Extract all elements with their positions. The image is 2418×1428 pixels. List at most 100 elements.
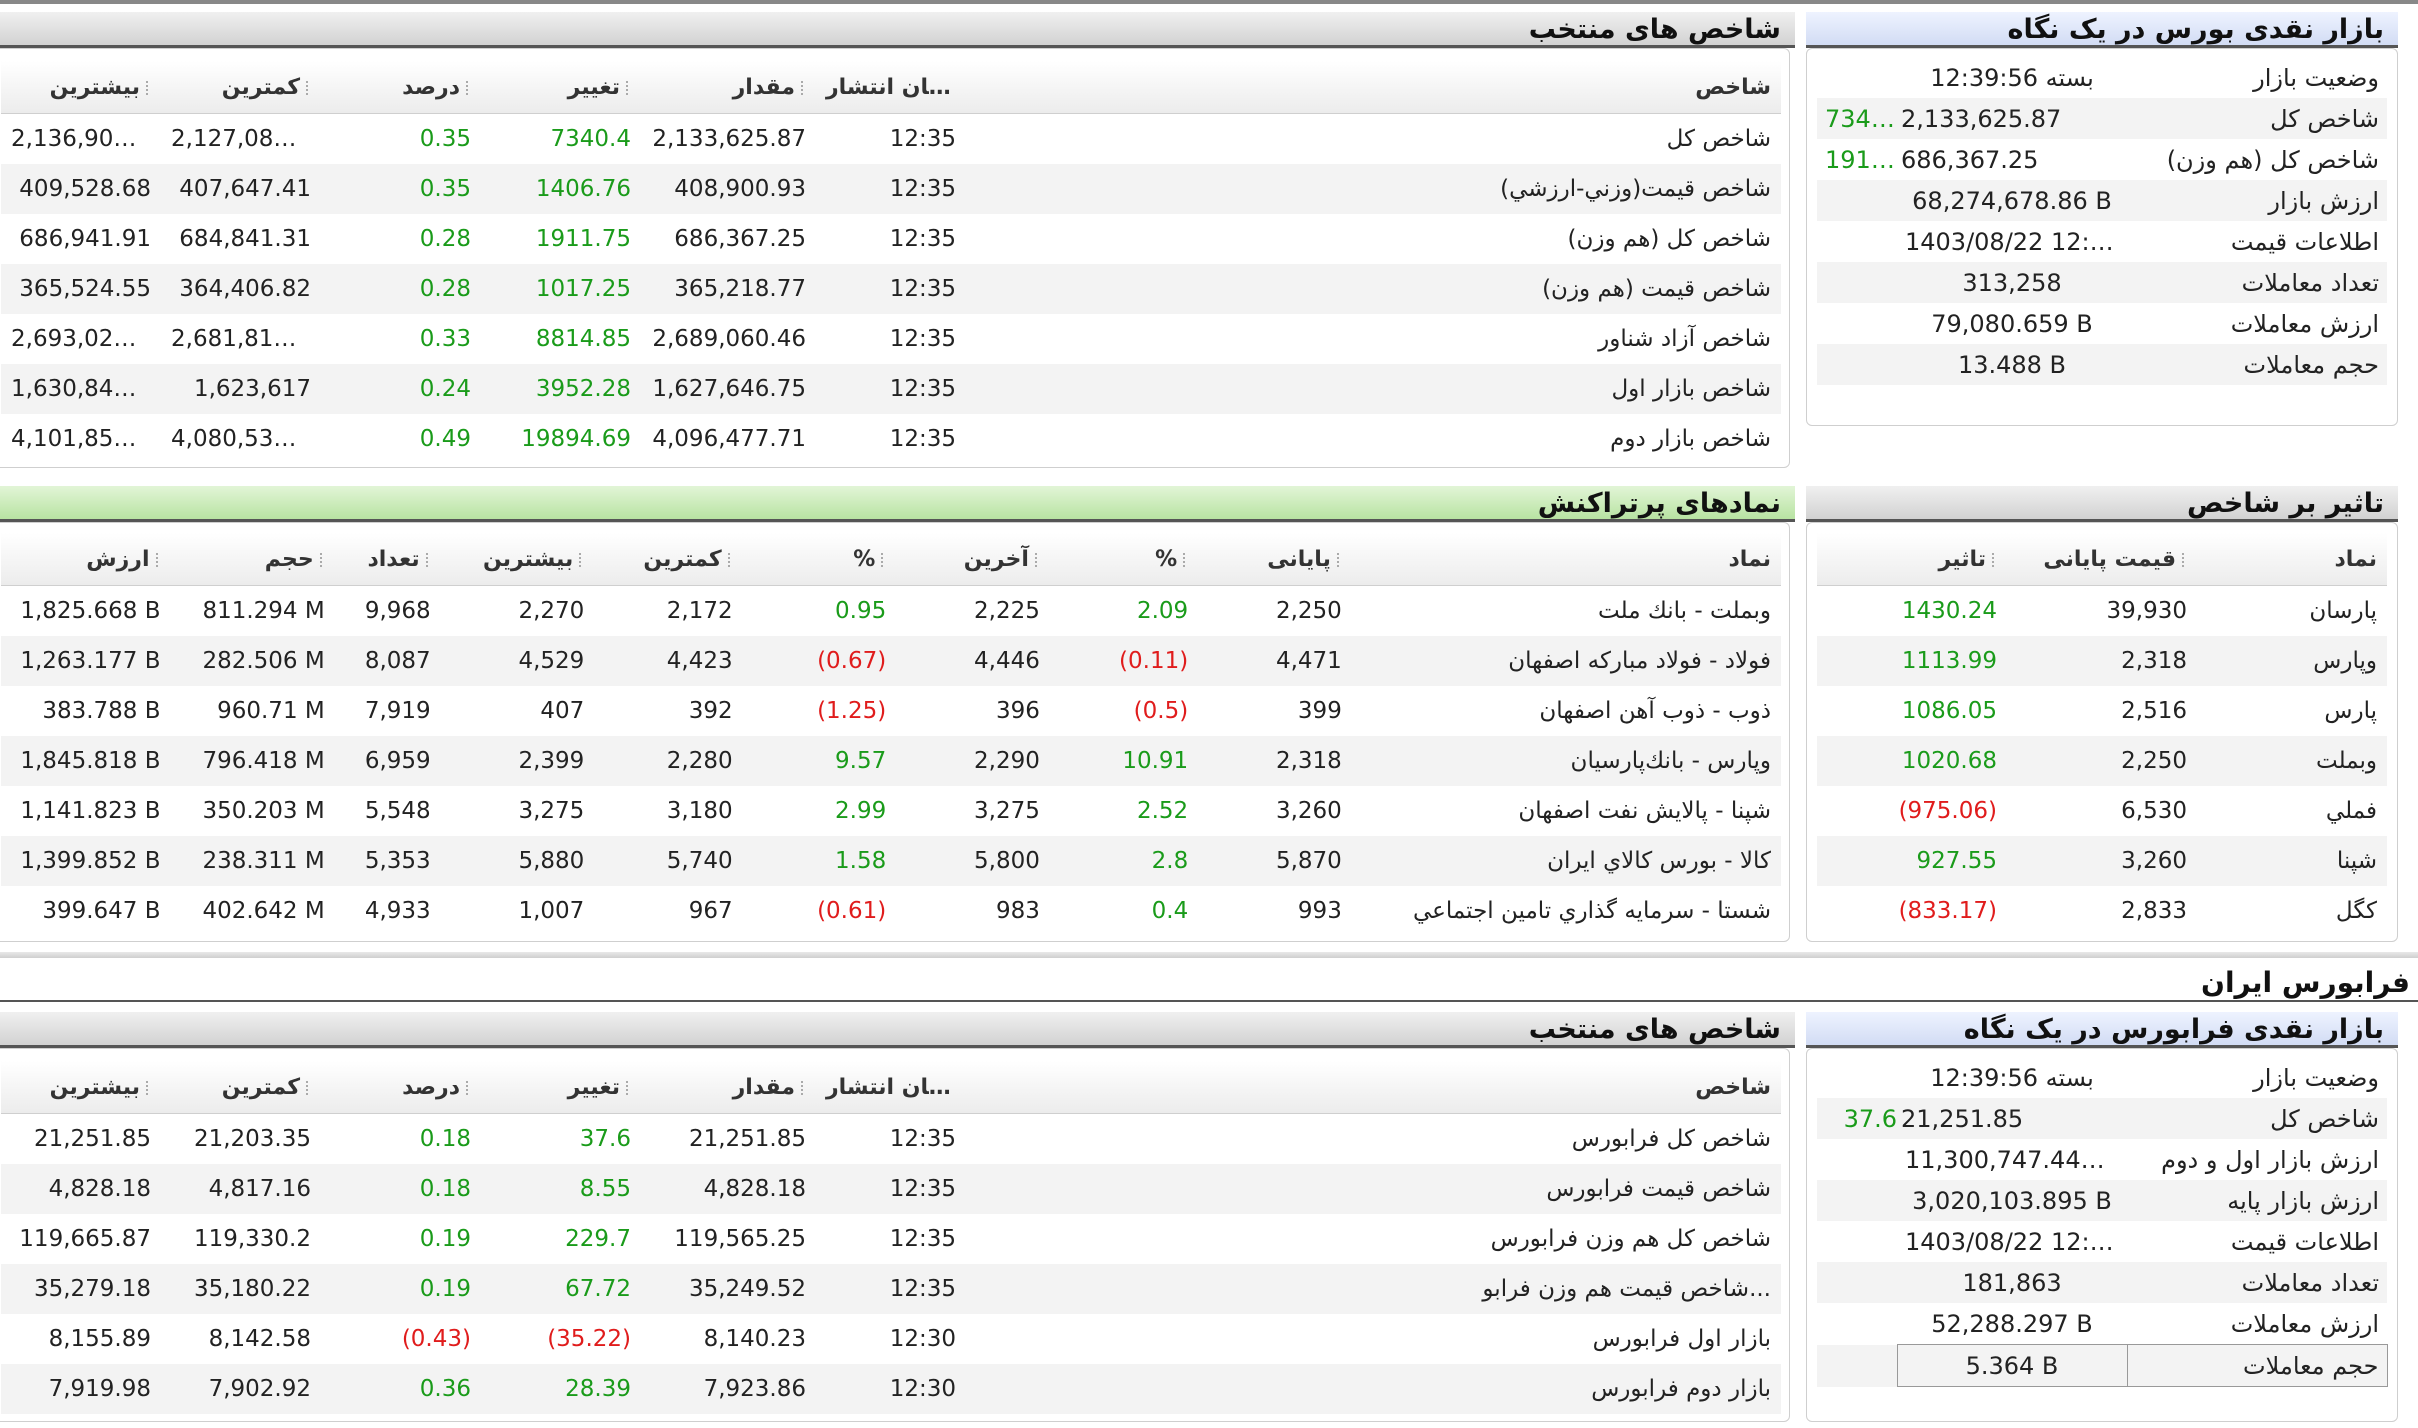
column-resize-handle[interactable] — [425, 552, 431, 567]
column-header[interactable]: کمترین — [161, 61, 321, 114]
column-resize-handle[interactable] — [306, 80, 311, 95]
cell-min: 119,330.2 — [193, 1226, 311, 1252]
column-header[interactable]: شاخص — [966, 1061, 1781, 1114]
column-header[interactable]: تعداد — [334, 533, 441, 586]
index-row[interactable]: 119,665.87 119,330.2 0.19 229.7 119,565.25 12… — [1, 1214, 1781, 1264]
impact-row[interactable]: 927.55 3,260 شپنا — [1817, 836, 2387, 886]
column-resize-handle[interactable] — [306, 1080, 311, 1095]
column-header[interactable]: تغییر — [481, 1061, 641, 1114]
column-header[interactable]: قیمت پایانی — [2007, 533, 2197, 586]
cell-change: 8.55 — [481, 1164, 641, 1214]
column-resize-handle[interactable] — [801, 1080, 806, 1095]
column-resize-handle[interactable] — [881, 552, 886, 567]
column-header[interactable]: تاثیر — [1817, 533, 2007, 586]
cell-last-percent: 0.95 — [835, 598, 887, 624]
index-row[interactable]: 686,941.91 684,841.31 0.28 1911.75 686,367.2… — [1, 214, 1781, 264]
column-header[interactable]: % — [742, 533, 897, 586]
index-row[interactable]: 7,919.98 7,902.92 0.36 28.39 7,923.86 12:30 با… — [1, 1364, 1781, 1414]
index-row[interactable]: 21,251.85 21,203.35 0.18 37.6 21,251.85 12:35… — [1, 1114, 1781, 1165]
column-header[interactable]: آخرین — [896, 533, 1050, 586]
overview-value: 181,863 — [1897, 1262, 2127, 1303]
active-symbol-row[interactable]: 383.788 B 960.71 M 7,919 407 392 (1.25) 396 (0.… — [1, 686, 1781, 736]
column-resize-handle[interactable] — [155, 552, 161, 567]
index-row[interactable]: 409,528.68 407,647.41 0.35 1406.76 408,900.9… — [1, 164, 1781, 214]
column-resize-handle[interactable] — [579, 552, 584, 567]
column-header[interactable]: مقدار — [641, 61, 816, 114]
column-header[interactable]: زمان انتشار — [816, 61, 966, 114]
index-row[interactable]: 1,630,846.75 1,623,617 0.24 3952.28 1,627,64… — [1, 364, 1781, 414]
index-row[interactable]: 2,136,901.42 2,127,085.07 0.35 7340.4 2,133,… — [1, 114, 1781, 165]
column-header[interactable]: نماد — [2197, 533, 2387, 586]
column-header[interactable]: بیشترین — [440, 533, 595, 586]
column-header[interactable]: نماد — [1351, 533, 1781, 586]
impact-row[interactable]: 1020.68 2,250 وبملت — [1817, 736, 2387, 786]
cell-close-price: 6,530 — [2121, 798, 2187, 824]
active-symbol-row[interactable]: 1,263.177 B 282.506 M 8,087 4,529 4,423 (0.67… — [1, 636, 1781, 686]
cell-last-percent: 1.58 — [742, 836, 897, 886]
column-header[interactable]: تغییر — [481, 61, 641, 114]
column-resize-handle[interactable] — [1034, 552, 1040, 567]
column-resize-handle[interactable] — [1183, 552, 1188, 567]
overview-change — [1817, 303, 1897, 344]
column-header[interactable]: کمترین — [594, 533, 743, 586]
cell-last-percent: (1.25) — [817, 698, 887, 724]
active-symbol-row[interactable]: 1,141.823 B 350.203 M 5,548 3,275 3,180 2.99 3… — [1, 786, 1781, 836]
cell-impact: (833.17) — [1898, 898, 1997, 924]
column-header[interactable]: شاخص — [966, 61, 1781, 114]
impact-row[interactable]: 1430.24 39,930 پارسان — [1817, 586, 2387, 637]
impact-row[interactable]: (833.17) 2,833 کگل — [1817, 886, 2387, 936]
column-header[interactable]: ارزش — [1, 533, 171, 586]
cell-change: 1911.75 — [535, 226, 631, 252]
column-header[interactable]: درصد — [321, 61, 481, 114]
index-row[interactable]: 4,828.18 4,817.16 0.18 8.55 4,828.18 12:35 شاخ… — [1, 1164, 1781, 1214]
overview-change — [1817, 1303, 1897, 1345]
header-row: ارزش حجم تعداد بیشترین کمترین% آخرین% پایانی نم… — [1, 533, 1781, 586]
index-row[interactable]: 8,155.89 8,142.58 (0.43) (35.22) 8,140.23 12:… — [1, 1314, 1781, 1364]
column-resize-handle[interactable] — [1336, 552, 1342, 567]
column-resize-handle[interactable] — [1992, 552, 1997, 567]
column-resize-handle[interactable] — [961, 1080, 966, 1095]
column-header[interactable]: درصد — [321, 1061, 481, 1114]
index-row[interactable]: 4,101,851.21 4,080,539.14 0.49 19894.69 4,09… — [1, 414, 1781, 464]
column-resize-handle[interactable] — [626, 80, 631, 95]
column-resize-handle[interactable] — [801, 80, 806, 95]
cell-percent: 0.19 — [321, 1264, 481, 1314]
column-header[interactable]: بیشترین — [1, 1061, 161, 1114]
impact-table: تاثیر قیمت پایانی نماد 1430.24 39,930 پارسان 1… — [1817, 533, 2387, 936]
column-resize-handle[interactable] — [319, 552, 325, 567]
column-header[interactable]: مقدار — [641, 1061, 816, 1114]
cell-last: 5,800 — [896, 836, 1050, 886]
active-symbol-row[interactable]: 1,825.668 B 811.294 M 9,968 2,270 2,172 0.95 2… — [1, 586, 1781, 637]
column-header[interactable]: بیشترین — [1, 61, 161, 114]
column-header[interactable]: زمان انتشار — [816, 1061, 966, 1114]
index-row[interactable]: 35,279.18 35,180.22 0.19 67.72 35,249.52 12:3… — [1, 1264, 1781, 1314]
column-header[interactable]: کمترین — [161, 1061, 321, 1114]
column-resize-handle[interactable] — [466, 1080, 471, 1095]
cell-percent: 0.28 — [419, 226, 471, 252]
column-resize-handle[interactable] — [146, 80, 151, 95]
fara-indices-panel: بیشترین کمترین درصد تغییر مقدار زمان انتشار شا… — [0, 1048, 1790, 1422]
cell-value: 4,828.18 — [641, 1164, 816, 1214]
cell-symbol: فملي — [2325, 798, 2377, 824]
active-symbol-row[interactable]: 1,399.852 B 238.311 M 5,353 5,880 5,740 1.58 5… — [1, 836, 1781, 886]
column-resize-handle[interactable] — [961, 80, 966, 95]
column-resize-handle[interactable] — [466, 80, 471, 95]
cell-volume: 282.506 M — [170, 636, 335, 686]
cell-min: 2,280 — [594, 736, 743, 786]
impact-row[interactable]: 1086.05 2,516 پارس — [1817, 686, 2387, 736]
column-resize-handle[interactable] — [727, 552, 733, 567]
column-resize-handle[interactable] — [2182, 552, 2187, 567]
impact-row[interactable]: 1113.99 2,318 وپارس — [1817, 636, 2387, 686]
column-header[interactable]: پایانی — [1198, 533, 1352, 586]
impact-row[interactable]: (975.06) 6,530 فملي — [1817, 786, 2387, 836]
cell-max: 2,693,025.38 — [11, 326, 161, 352]
column-resize-handle[interactable] — [626, 1080, 631, 1095]
active-symbol-row[interactable]: 399.647 B 402.642 M 4,933 1,007 967 (0.61) 983… — [1, 886, 1781, 936]
active-symbol-row[interactable]: 1,845.818 B 796.418 M 6,959 2,399 2,280 9.57 2… — [1, 736, 1781, 786]
overview-key: تعداد معاملات — [2127, 262, 2387, 303]
column-header[interactable]: حجم — [170, 533, 335, 586]
column-resize-handle[interactable] — [146, 1080, 151, 1095]
index-row[interactable]: 2,693,025.38 2,681,815.18 0.33 8814.85 2,689… — [1, 314, 1781, 364]
index-row[interactable]: 365,524.55 364,406.82 0.28 1017.25 365,218.7… — [1, 264, 1781, 314]
column-header[interactable]: % — [1049, 533, 1199, 586]
